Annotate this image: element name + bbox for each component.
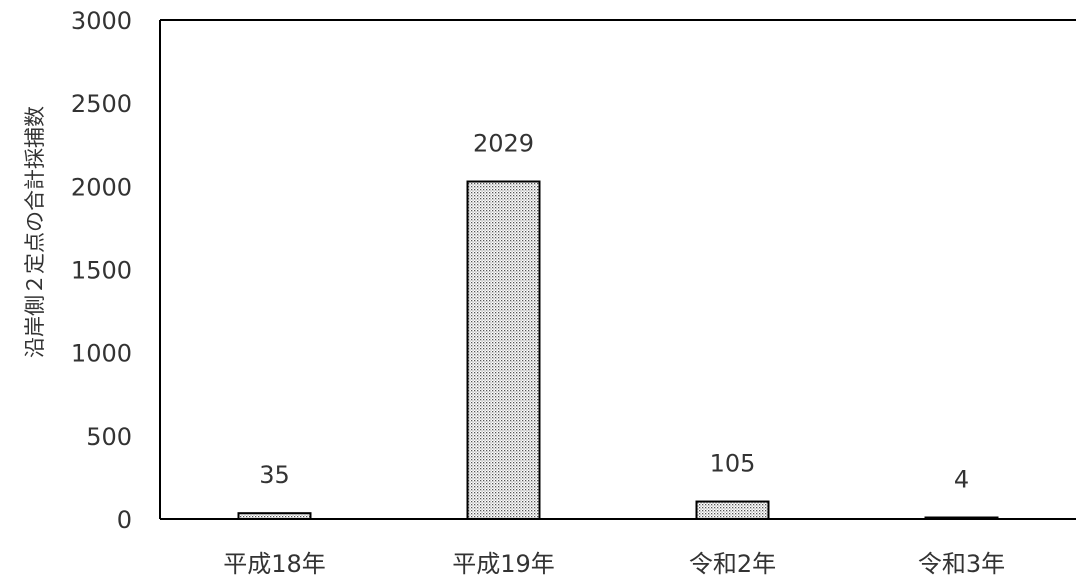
data-label: 105 [710,450,756,478]
category-label: 平成18年 [223,550,326,578]
data-labels: 35 2029 105 4 [259,130,969,494]
y-tick-label: 1500 [71,257,132,285]
y-axis-title: 沿岸側２定点の合計採捕数 [23,106,47,358]
data-label: 2029 [473,130,534,158]
category-label: 平成19年 [452,550,555,578]
axes [159,19,1076,520]
y-tick-label: 2000 [71,173,132,201]
bars [237,180,999,521]
y-axis-ticks: 0 500 1000 1500 2000 2500 3000 [71,7,132,534]
bar [466,180,541,520]
x-axis-labels: 平成18年 平成19年 令和2年 令和3年 [223,550,1005,578]
data-label: 4 [954,466,969,494]
bar [695,500,770,521]
y-tick-label: 2500 [71,90,132,118]
category-label: 令和2年 [689,550,776,578]
y-tick-label: 3000 [71,7,132,35]
category-label: 令和3年 [918,550,1005,578]
y-tick-label: 0 [117,506,132,534]
y-tick-label: 500 [86,423,132,451]
data-label: 35 [259,461,290,489]
y-tick-label: 1000 [71,340,132,368]
